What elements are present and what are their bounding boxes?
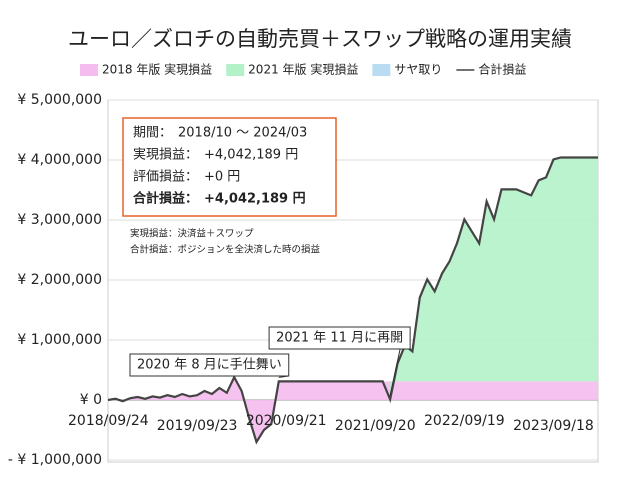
chart-title: ユーロ／ズロチの自動売買＋スワップ戦略の運用実績	[68, 27, 572, 51]
y-tick-label: ¥ 1,000,000	[17, 332, 102, 348]
y-tick-label: ¥ 5,000,000	[17, 92, 102, 108]
info-label: 合計損益：	[133, 191, 198, 207]
legend-label: サヤ取り	[394, 63, 442, 77]
info-label: 評価損益：	[133, 170, 198, 185]
y-tick-label: ¥ 0	[80, 392, 102, 408]
y-tick-label: ¥ 3,000,000	[17, 212, 102, 228]
info-value: +4,042,189 円	[204, 192, 306, 207]
annotation: 2020 年 8 月に手仕舞い	[137, 358, 282, 373]
x-tick-label: 2022/09/19	[424, 413, 505, 429]
x-tick-label: 2018/09/24	[68, 413, 149, 429]
x-tick-label: 2023/09/18	[513, 418, 594, 434]
info-value: 2018/10 〜 2024/03	[178, 126, 307, 141]
total-line	[107, 156, 598, 445]
info-value: +4,042,189 円	[204, 148, 298, 163]
y-tick-label: ¥ 2,000,000	[17, 272, 102, 288]
annotation-box	[129, 353, 290, 377]
info-value: +0 円	[204, 170, 240, 185]
info-note: 実現損益：決済益＋スワップ	[130, 228, 254, 240]
y-tick-label: - ¥ 1,000,000	[8, 452, 102, 468]
legend-swatch	[372, 64, 391, 76]
annotation-leader	[389, 348, 401, 396]
area	[390, 157, 598, 400]
legend-label: 2018 年版 実現損益	[102, 62, 212, 77]
annotation: 2021 年 11 月に再開	[276, 331, 403, 346]
y-tick-label: ¥ 4,000,000	[17, 152, 102, 168]
info-label: 期間：	[133, 126, 172, 141]
legend-label: 合計損益	[478, 62, 526, 77]
area	[108, 377, 598, 442]
x-tick-label: 2020/09/21	[246, 413, 327, 429]
legend-swatch	[226, 64, 245, 76]
info-label: 実現損益：	[133, 147, 198, 163]
x-tick-label: 2021/09/20	[335, 418, 416, 434]
info-box	[122, 117, 337, 217]
x-tick-label: 2019/09/23	[157, 418, 238, 434]
legend-label: 2021 年版 実現損益	[248, 62, 358, 77]
annotation-leader	[278, 375, 289, 378]
info-note: 合計損益：ポジションを全決済した時の損益	[130, 244, 321, 256]
annotation-box	[268, 326, 411, 350]
legend-swatch	[80, 64, 98, 76]
